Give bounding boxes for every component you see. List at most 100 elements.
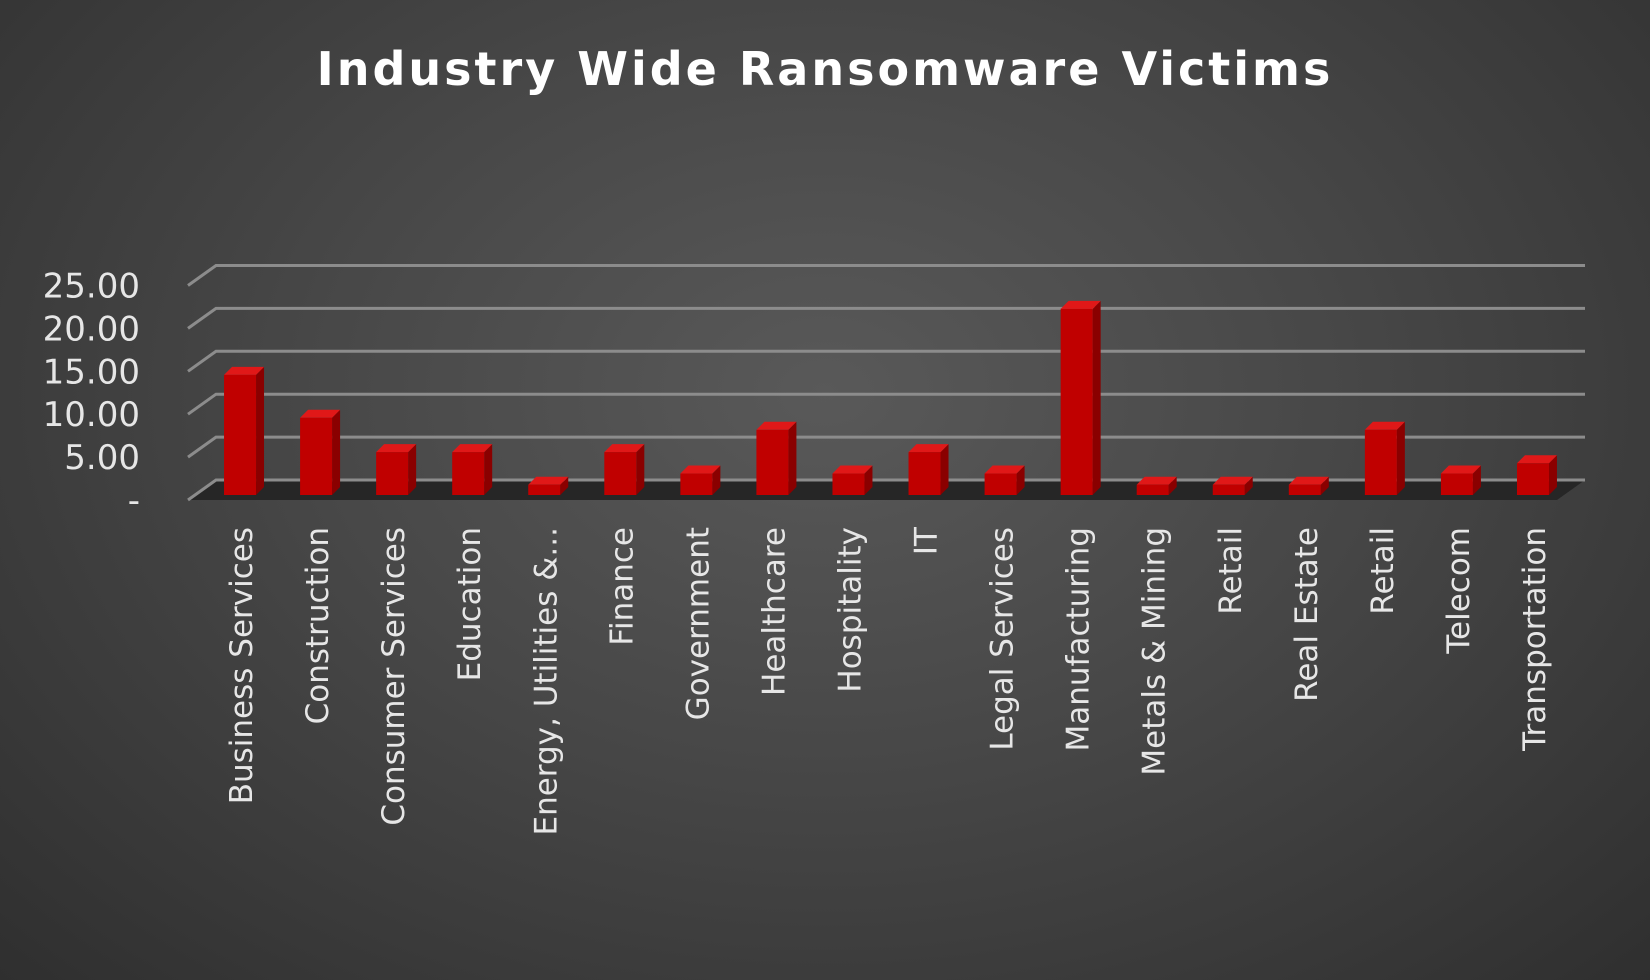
bar-side <box>1548 455 1557 495</box>
bar-front <box>1060 308 1093 495</box>
x-tick-label: Retail <box>1213 527 1249 615</box>
bar <box>1136 476 1177 495</box>
bar-side <box>1016 465 1025 495</box>
x-tick-label: Energy, Utilities &... <box>528 527 564 836</box>
bar-top <box>1212 476 1253 485</box>
bar-front <box>1440 473 1473 495</box>
bar <box>604 444 645 495</box>
bar-front <box>1516 463 1549 495</box>
bar <box>908 444 949 495</box>
bar-front <box>1288 484 1321 495</box>
gridline <box>187 478 1585 502</box>
gridline <box>187 435 1585 459</box>
bar-front <box>680 473 713 495</box>
bar-top <box>756 421 797 430</box>
bar <box>832 465 873 495</box>
bar-side <box>1244 476 1253 495</box>
bar-top <box>224 366 265 375</box>
bar-top <box>1136 476 1177 485</box>
gridline <box>187 264 1585 287</box>
bar-side <box>788 421 797 495</box>
bar-front <box>528 484 561 495</box>
bar <box>1212 476 1253 495</box>
x-tick-label: Healthcare <box>756 527 792 696</box>
bar-side <box>1168 476 1177 495</box>
bar-side <box>712 465 721 495</box>
bar-top <box>1440 465 1481 474</box>
bar-front <box>908 452 941 495</box>
bar-front <box>300 417 333 495</box>
bar-side <box>940 444 949 495</box>
bar <box>1516 455 1557 495</box>
bar <box>1060 300 1101 495</box>
bar <box>300 409 341 495</box>
y-tick-label: - <box>128 481 140 521</box>
bar-side <box>636 444 645 495</box>
x-axis: Business Services Construction Consumer Se… <box>224 526 1553 836</box>
bar-front <box>224 374 257 495</box>
bar-side <box>256 366 265 495</box>
bar <box>528 476 569 495</box>
bar-top <box>908 444 949 453</box>
bar-top <box>376 444 417 453</box>
bar <box>376 444 417 495</box>
x-tick-label: Real Estate <box>1289 527 1325 702</box>
x-tick-label: Government <box>680 527 716 720</box>
y-tick-label: 15.00 <box>43 352 140 392</box>
bar-side <box>484 444 493 495</box>
bar <box>224 366 265 495</box>
bar-top <box>1288 476 1329 485</box>
bar-top <box>1364 421 1405 430</box>
x-tick-label: Legal Services <box>985 527 1021 751</box>
x-tick-label: Education <box>452 527 488 681</box>
bar-front <box>376 452 409 495</box>
gridlines <box>187 264 1585 502</box>
y-tick-label: 25.00 <box>43 267 140 307</box>
bar-front <box>604 452 637 495</box>
bar-front <box>1212 484 1245 495</box>
bar <box>1288 476 1329 495</box>
x-tick-label: Construction <box>300 527 336 724</box>
bar-front <box>832 473 865 495</box>
bar <box>452 444 493 495</box>
gridline <box>187 392 1585 416</box>
bar <box>756 421 797 495</box>
bar-side <box>332 409 341 495</box>
bar-top <box>1516 455 1557 464</box>
bar-top <box>604 444 645 453</box>
x-tick-label: Telecom <box>1441 527 1477 655</box>
bar-top <box>680 465 721 474</box>
bar-front <box>452 452 485 495</box>
y-tick-label: 10.00 <box>43 395 140 435</box>
bar-top <box>1060 300 1101 309</box>
y-tick-label: 5.00 <box>64 438 140 478</box>
bar <box>1440 465 1481 495</box>
chart-title: Industry Wide Ransomware Victims <box>317 42 1334 96</box>
bars <box>224 300 1557 495</box>
bar-side <box>1396 421 1405 495</box>
x-tick-label: Metals & Mining <box>1137 527 1173 776</box>
x-tick-label: Finance <box>604 527 640 646</box>
bar <box>680 465 721 495</box>
bar-top <box>452 444 493 453</box>
bar-top <box>528 476 569 485</box>
bar-side <box>1092 300 1101 495</box>
y-tick-label: 20.00 <box>43 309 140 349</box>
bar-side <box>864 465 873 495</box>
bar-top <box>984 465 1025 474</box>
bar-top <box>300 409 341 418</box>
bar-side <box>408 444 417 495</box>
bar-front <box>1364 429 1397 495</box>
bar-front <box>1136 484 1169 495</box>
x-tick-label: IT <box>909 526 945 555</box>
bar <box>984 465 1025 495</box>
bar-front <box>756 429 789 495</box>
x-tick-label: Manufacturing <box>1061 527 1097 751</box>
bar <box>1364 421 1405 495</box>
x-tick-label: Hospitality <box>832 527 868 693</box>
x-tick-label: Retail <box>1365 527 1401 615</box>
bar-top <box>832 465 873 474</box>
bar-front <box>984 473 1017 495</box>
